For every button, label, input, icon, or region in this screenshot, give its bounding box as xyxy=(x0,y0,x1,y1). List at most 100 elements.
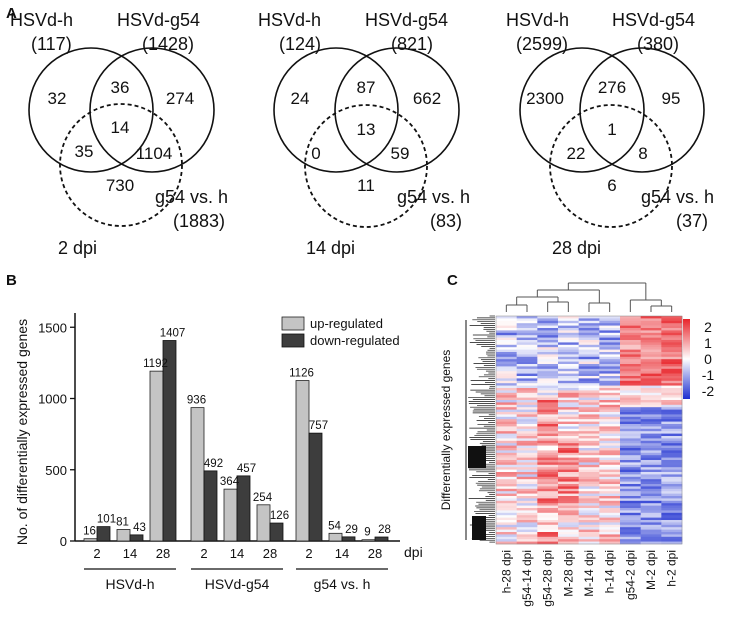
heatmap-cell xyxy=(661,520,683,523)
heatmap-cell xyxy=(516,419,538,422)
heatmap-cell xyxy=(640,356,662,360)
heatmap-cell xyxy=(578,330,600,334)
heatmap-cell xyxy=(496,409,517,413)
heatmap-cell xyxy=(558,349,579,353)
heatmap-cell xyxy=(537,527,559,530)
heatmap-cell xyxy=(578,414,600,418)
heatmap-cell xyxy=(620,505,641,509)
heatmap-cell xyxy=(599,385,621,389)
heatmap-cell xyxy=(516,421,538,425)
heatmap-cell xyxy=(599,337,621,341)
heatmap-cell xyxy=(578,512,600,516)
heatmap-cells xyxy=(496,316,683,545)
heatmap-cell xyxy=(640,517,662,521)
heatmap-cell xyxy=(496,366,517,370)
bar-down xyxy=(341,536,356,542)
heatmap-cell xyxy=(620,419,641,422)
heatmap-cell xyxy=(537,416,559,420)
heatmap-cell xyxy=(516,524,538,528)
heatmap-cell xyxy=(578,320,600,324)
heatmap-cell xyxy=(620,457,641,461)
heatmap-cell xyxy=(578,361,600,365)
heatmap-cell xyxy=(620,318,641,322)
heatmap-column-label: h-28 dpi xyxy=(499,550,513,593)
heatmap-cell xyxy=(620,325,641,329)
heatmap-cell xyxy=(516,416,538,420)
heatmap-cell xyxy=(516,512,538,516)
heatmap-cell xyxy=(496,328,517,331)
heatmap-cell xyxy=(578,402,600,406)
heatmap-cell xyxy=(516,368,538,372)
heatmap-cell xyxy=(661,539,683,542)
heatmap-cell xyxy=(558,424,579,427)
heatmap-cell xyxy=(578,409,600,413)
heatmap-cell xyxy=(516,517,538,521)
heatmap-cell xyxy=(620,371,641,374)
heatmap-cell xyxy=(537,364,559,367)
heatmap-cell xyxy=(516,460,538,463)
heatmap-cell xyxy=(661,426,683,430)
heatmap-cell xyxy=(578,503,600,506)
venn-set-h-label: HSVd-h xyxy=(506,10,569,30)
heatmap-cell xyxy=(496,397,517,401)
heatmap-cell xyxy=(537,534,559,538)
heatmap-cell xyxy=(537,409,559,413)
heatmap-cell xyxy=(578,479,600,482)
heatmap-cell xyxy=(620,534,641,538)
heatmap-cell xyxy=(640,472,662,475)
heatmap-cell xyxy=(620,332,641,336)
heatmap-cell xyxy=(661,438,683,442)
heatmap-cell xyxy=(620,320,641,324)
heatmap-cell xyxy=(496,361,517,365)
heatmap-cell xyxy=(599,426,621,430)
heatmap-cell xyxy=(620,460,641,463)
heatmap-cell xyxy=(599,452,621,456)
heatmap-cell xyxy=(640,433,662,437)
heatmap-cell xyxy=(661,316,683,319)
heatmap-cell xyxy=(640,455,662,458)
heatmap-cell xyxy=(537,400,559,403)
heatmap-cell xyxy=(599,383,621,386)
heatmap-cell xyxy=(496,356,517,360)
heatmap-cell xyxy=(578,354,600,358)
heatmap-cell xyxy=(537,488,559,492)
heatmap-cell xyxy=(620,349,641,353)
heatmap-cell xyxy=(661,522,683,526)
heatmap-cell xyxy=(558,464,579,468)
heatmap-cell xyxy=(558,524,579,528)
heatmap-cell xyxy=(620,400,641,403)
heatmap-cell xyxy=(620,414,641,418)
heatmap-cell xyxy=(620,491,641,494)
heatmap-cell xyxy=(661,349,683,353)
heatmap-cell xyxy=(620,512,641,516)
heatmap-column-label: g54-2 dpi xyxy=(623,550,637,600)
heatmap-cell xyxy=(516,474,538,478)
venn-set-cmp-count: (83) xyxy=(430,211,462,231)
heatmap-cell xyxy=(599,445,621,449)
heatmap-cell xyxy=(516,436,538,439)
heatmap-column-label: g54-28 dpi xyxy=(541,550,555,607)
heatmap-cell xyxy=(516,479,538,482)
heatmap-cell xyxy=(578,368,600,372)
venn-region-cmp-only: 11 xyxy=(357,176,375,195)
heatmap-cell xyxy=(516,390,538,394)
heatmap-cell xyxy=(599,455,621,458)
heatmap-cell xyxy=(496,378,517,382)
heatmap-cell xyxy=(661,455,683,458)
heatmap-cell xyxy=(578,359,600,362)
bar-down xyxy=(269,522,284,542)
heatmap-cell xyxy=(599,359,621,362)
heatmap-cell xyxy=(661,452,683,456)
heatmap-cell xyxy=(640,488,662,492)
heatmap-cell xyxy=(496,383,517,386)
heatmap-cell xyxy=(558,388,579,391)
heatmap-cell xyxy=(620,330,641,334)
heatmap-cell xyxy=(661,416,683,420)
heatmap-cell xyxy=(640,536,662,540)
x-tick-label: 2 xyxy=(200,546,207,561)
heatmap-cell xyxy=(516,359,538,362)
heatmap-cell xyxy=(599,527,621,530)
heatmap-cell xyxy=(496,325,517,329)
heatmap-cell xyxy=(558,404,579,408)
heatmap-cell xyxy=(537,428,559,432)
